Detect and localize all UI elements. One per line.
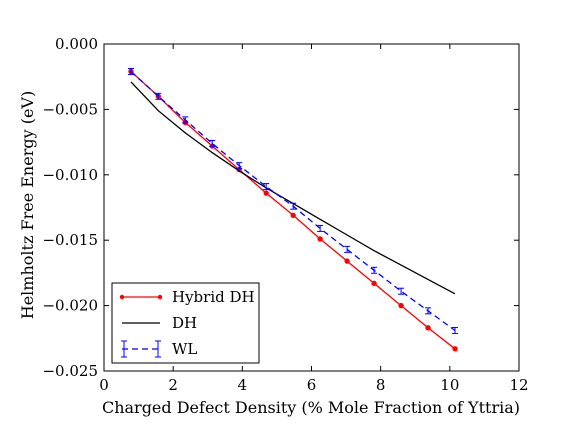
x-tick-label: 4 [238,376,248,394]
data-point-hybrid-dh [398,302,404,309]
data-point-hybrid-dh [425,325,431,331]
x-tick-label: 0 [99,376,109,394]
data-point-hybrid-dh [263,190,269,196]
data-point-wl [371,266,378,274]
data-point-hybrid-dh [371,280,377,287]
data-point-wl [344,245,351,253]
y-tick-label: −0.025 [42,362,98,380]
data-point-wl [236,162,243,170]
legend-label-hybrid-dh: Hybrid DH [172,288,255,306]
data-point-hybrid-dh [317,236,323,242]
y-tick-label: −0.010 [42,166,98,184]
series-line-dh [130,81,456,295]
legend-marker [157,294,163,300]
x-tick-label: 10 [440,376,459,394]
y-tick-label: 0.000 [55,35,98,53]
data-point-wl [290,202,297,210]
axes-group: 0 2 4 6 8 10 12 0.000 −0.005 −0.010 −0.015 −0.020 −0… [42,35,528,394]
data-point-wl [398,287,405,295]
data-point-wl [209,139,216,147]
data-point-wl [127,67,134,75]
data-point-wl [155,92,162,100]
legend-marker [119,294,125,300]
legend-entry-dh: DH [122,314,197,332]
legend-label-wl: WL [172,340,197,358]
series-group [127,67,459,352]
data-point-wl [263,183,270,191]
y-tick-label: −0.015 [42,231,98,249]
legend-label-dh: DH [172,314,197,332]
y-tick-label: −0.020 [42,297,98,315]
data-point-hybrid-dh [344,258,350,264]
data-point-hybrid-dh [290,212,296,219]
x-tick-label: 2 [168,376,178,394]
legend: Hybrid DH DH WL [111,282,260,364]
x-tick-label: 6 [307,376,317,394]
x-axis-label: Charged Defect Density (% Mole Fraction … [102,398,520,417]
data-point-wl [317,224,324,232]
data-point-wl [452,326,459,334]
data-point-wl [425,307,432,315]
data-point-wl [182,116,189,124]
x-tick-label: 8 [376,376,386,394]
y-axis-label: Helmholtz Free Energy (eV) [18,91,37,319]
y-tick-label: −0.005 [42,100,98,118]
data-point-hybrid-dh [452,346,458,352]
legend-entry-hybrid-dh: Hybrid DH [119,288,255,306]
legend-entry-wl: WL [121,340,197,358]
x-tick-label: 12 [509,376,528,394]
